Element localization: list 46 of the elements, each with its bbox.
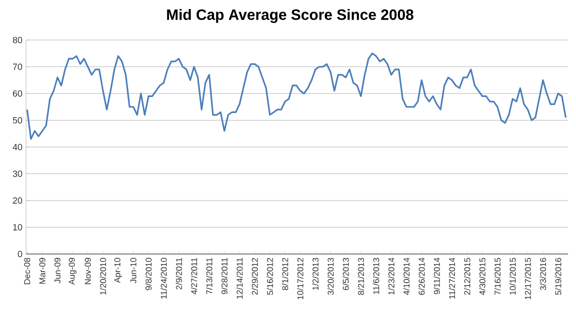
x-tick-label: 11/24/2010 <box>160 258 167 299</box>
x-tick-label: 7/16/2015 <box>494 258 501 295</box>
x-tick-label: 2/12/2015 <box>464 258 470 295</box>
y-tick-label: 20 <box>12 197 22 204</box>
x-tick-label: Aug-09 <box>68 258 76 285</box>
x-tick-label: Dec-08 <box>24 258 30 284</box>
x-tick-label: Nov-09 <box>84 258 91 284</box>
x-tick-label: Jun-10 <box>130 258 136 284</box>
x-tick-label: 6/26/2014 <box>418 258 425 295</box>
y-tick-label: 50 <box>12 117 22 124</box>
x-tick-label: 9/28/2011 <box>221 258 228 294</box>
x-tick-label: 9/8/2010 <box>145 258 152 290</box>
x-tick-label: 10/1/2015 <box>510 258 516 295</box>
x-tick-label: 3/20/2013 <box>327 258 334 295</box>
x-tick-label: 12/17/2015 <box>524 258 531 300</box>
x-tick-label: 2/9/2011 <box>176 258 182 290</box>
x-tick-label: 4/10/2014 <box>403 258 410 296</box>
y-tick-label: 80 <box>12 36 22 44</box>
x-tick-label: 1/23/2014 <box>388 258 394 295</box>
y-tick-label: 30 <box>12 170 22 177</box>
y-tick-label: 10 <box>13 224 22 230</box>
y-tick-label: 0 <box>18 250 22 258</box>
y-tick-label: 40 <box>12 144 22 150</box>
x-tick-label: 12/14/2011 <box>236 258 243 299</box>
x-tick-label: Jun-09 <box>54 258 60 284</box>
x-tick-label: 4/27/2011 <box>190 258 198 294</box>
y-tick-label: 70 <box>12 64 22 70</box>
x-tick-label: 11/6/2013 <box>372 258 380 294</box>
x-tick-label: 10/17/2012 <box>297 258 304 300</box>
x-tick-label: 8/1/2012 <box>282 258 288 290</box>
x-tick-label: 1/20/2010 <box>100 258 106 295</box>
x-tick-label: 11/27/2014 <box>448 258 456 299</box>
x-tick-label: 6/5/2013 <box>342 258 349 290</box>
x-tick-label: 9/11/2014 <box>434 258 440 294</box>
x-tick-label: 7/13/2011 <box>206 258 212 294</box>
x-tick-label: 8/21/2013 <box>358 258 364 295</box>
x-tick-label: Apr-10 <box>114 258 122 283</box>
x-tick-label: 5/16/2012 <box>266 258 273 295</box>
x-tick-label: Mar-09 <box>39 258 46 284</box>
x-tick-label: 5/19/2016 <box>555 258 562 295</box>
x-tick-label: 4/30/2015 <box>479 258 486 296</box>
x-tick-label: 1/2/2013 <box>312 258 319 290</box>
x-tick-label: 2/29/2012 <box>252 258 258 295</box>
chart-title: Mid Cap Average Score Since 2008 <box>167 9 414 23</box>
x-tick-label: 3/3/2016 <box>540 258 546 290</box>
y-tick-label: 60 <box>12 90 22 97</box>
